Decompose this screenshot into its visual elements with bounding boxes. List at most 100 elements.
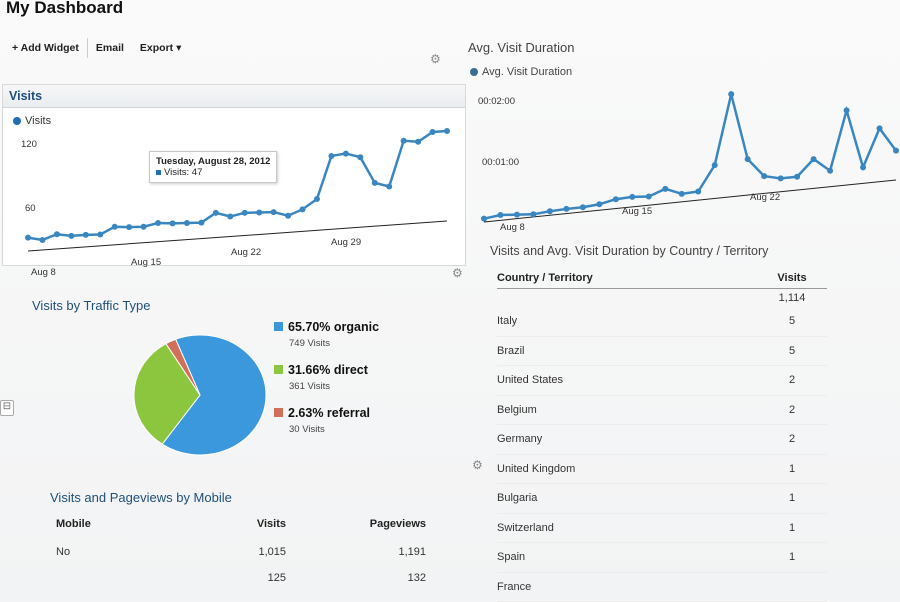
duration-x-tick: Aug 22 <box>750 192 780 203</box>
data-point <box>481 216 487 222</box>
data-point <box>126 224 132 230</box>
data-point <box>695 188 701 194</box>
x-axis-line <box>484 180 896 222</box>
data-point <box>242 210 248 216</box>
country-visits: 1 <box>757 551 827 563</box>
country-name[interactable]: Italy <box>497 315 517 327</box>
data-point <box>300 206 306 212</box>
data-point <box>372 180 378 186</box>
data-point <box>83 232 89 238</box>
direct-swatch-icon <box>274 365 283 374</box>
traffic-legend-item: 2.63% referral 30 Visits <box>274 404 379 435</box>
visits-tooltip: Tuesday, August 28, 2012 Visits: 47 <box>149 151 277 183</box>
traffic-legend-label: 2.63% referral <box>288 406 370 420</box>
table-header[interactable]: Visits <box>757 272 827 284</box>
data-point <box>596 201 602 207</box>
data-point <box>514 212 520 218</box>
mobile-table: Mobile Visits Pageviews No 1,015 1,191 1… <box>56 518 426 588</box>
referral-swatch-icon <box>274 408 283 417</box>
gear-icon[interactable]: ⚙ <box>452 266 463 280</box>
add-widget-button[interactable]: + Add Widget <box>4 42 87 54</box>
duration-legend-dot-icon <box>470 68 478 76</box>
data-point <box>712 162 718 168</box>
data-point <box>141 224 147 230</box>
data-point <box>613 196 619 202</box>
country-name[interactable]: Switzerland <box>497 522 554 534</box>
duration-line-chart[interactable] <box>480 0 900 240</box>
country-name[interactable]: Belgium <box>497 404 537 416</box>
data-point <box>184 220 190 226</box>
table-cell[interactable]: No <box>56 536 186 562</box>
series-line <box>484 94 896 219</box>
country-widget-title: Visits and Avg. Visit Duration by Countr… <box>490 244 768 258</box>
country-visits: 5 <box>757 345 827 357</box>
country-name[interactable]: Brazil <box>497 345 525 357</box>
table-header[interactable]: Country / Territory <box>497 272 593 284</box>
gear-icon[interactable]: ⚙ <box>430 52 441 66</box>
data-point <box>25 235 31 241</box>
data-point <box>97 231 103 237</box>
visits-widget: Visits Visits 120 60 Aug 8 Aug 15 Aug 22… <box>2 84 466 266</box>
country-name[interactable]: France <box>497 581 531 593</box>
visits-x-tick: Aug 8 <box>31 267 56 278</box>
country-name[interactable]: Germany <box>497 433 542 445</box>
table-row[interactable]: Germany 2 <box>497 425 827 455</box>
email-button[interactable]: Email <box>88 42 132 54</box>
table-header[interactable]: Mobile <box>56 518 186 536</box>
country-name[interactable]: Bulgaria <box>497 492 537 504</box>
table-cell: 1,191 <box>286 536 426 562</box>
duration-x-tick: Aug 15 <box>622 206 652 217</box>
data-point <box>386 183 392 189</box>
data-point <box>54 231 60 237</box>
country-visits: 1 <box>757 463 827 475</box>
table-row[interactable]: France <box>497 573 827 602</box>
traffic-pie-chart[interactable] <box>130 330 270 460</box>
table-row: 125 132 <box>56 562 426 588</box>
data-point <box>169 220 175 226</box>
data-point <box>256 209 262 215</box>
tooltip-value-label: Visits: 47 <box>164 167 202 178</box>
data-point <box>794 174 800 180</box>
duration-x-tick: Aug 8 <box>500 222 525 233</box>
organic-swatch-icon <box>274 322 283 331</box>
country-visits: 2 <box>757 433 827 445</box>
data-point <box>745 156 751 162</box>
export-button[interactable]: Export ▾ <box>132 42 189 54</box>
table-row: No 1,015 1,191 <box>56 536 426 562</box>
table-header[interactable]: Pageviews <box>286 518 426 536</box>
traffic-legend-sub: 30 Visits <box>289 424 379 435</box>
table-row[interactable]: United Kingdom 1 <box>497 455 827 485</box>
data-point <box>860 164 866 170</box>
toolbar: + Add Widget Email Export ▾ <box>4 36 189 60</box>
gear-icon[interactable]: ⚙ <box>472 458 483 472</box>
data-point <box>646 194 652 200</box>
table-cell: 132 <box>286 562 426 588</box>
collapse-icon[interactable]: ⊟ <box>0 400 14 416</box>
table-header[interactable]: Visits <box>186 518 286 536</box>
data-point <box>444 128 450 134</box>
table-row[interactable]: Brazil 5 <box>497 337 827 367</box>
data-point <box>285 213 291 219</box>
country-name[interactable]: United Kingdom <box>497 463 575 475</box>
visits-x-tick: Aug 15 <box>131 257 161 268</box>
data-point <box>563 206 569 212</box>
data-point <box>679 191 685 197</box>
traffic-widget-title: Visits by Traffic Type <box>32 298 151 313</box>
table-cell[interactable] <box>56 562 186 588</box>
visits-x-tick: Aug 29 <box>331 237 361 248</box>
country-name[interactable]: United States <box>497 374 563 386</box>
country-name[interactable]: Spain <box>497 551 525 563</box>
table-row[interactable]: Spain 1 <box>497 543 827 573</box>
traffic-legend-label: 31.66% direct <box>288 363 368 377</box>
data-point <box>39 237 45 243</box>
data-point <box>811 156 817 162</box>
tooltip-swatch-icon <box>156 170 161 175</box>
table-cell: 1,015 <box>186 536 286 562</box>
